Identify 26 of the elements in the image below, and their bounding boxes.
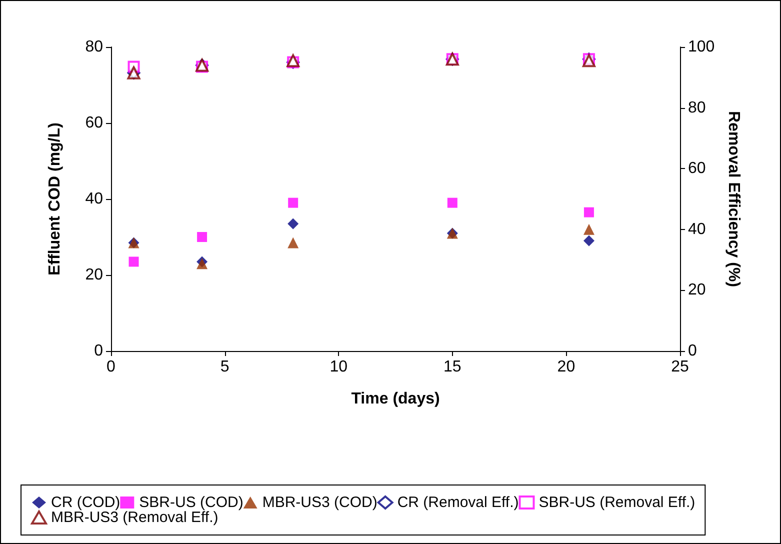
y-axis-title: Effluent COD (mg/L) — [46, 122, 64, 276]
x-tick-label: 0 — [106, 358, 116, 376]
y2-tick-label: 0 — [688, 342, 697, 360]
y2-axis-title: Removal Efficiency (%) — [725, 110, 742, 288]
legend-label: CR (Removal Eff.) — [397, 494, 519, 511]
y-tick-label: 80 — [85, 38, 104, 56]
x-axis-title: Time (days) — [351, 390, 440, 408]
legend-label: CR (COD) — [51, 494, 120, 511]
y2-tick-label: 40 — [688, 220, 706, 238]
x-tick-label: 20 — [557, 358, 576, 376]
legend-label: SBR-US (COD) — [139, 494, 244, 511]
y-tick-label: 20 — [85, 266, 104, 284]
y-tick-label: 0 — [94, 342, 104, 360]
legend-label: MBR-US3 (Removal Eff.) — [51, 509, 218, 526]
x-tick-label: 15 — [444, 358, 462, 376]
y-tick-label: 60 — [85, 114, 104, 132]
y2-tick-label: 100 — [688, 38, 715, 56]
y2-tick-label: 60 — [688, 160, 706, 178]
y-tick-label: 40 — [85, 190, 104, 208]
y2-tick-label: 20 — [688, 282, 706, 299]
legend-label: SBR-US (Removal Eff.) — [538, 494, 696, 511]
x-tick-label: 25 — [671, 358, 689, 376]
legend-label: MBR-US3 (COD) — [262, 494, 378, 511]
y2-tick-label: 80 — [688, 99, 706, 116]
x-tick-label: 10 — [330, 358, 348, 376]
x-tick-label: 5 — [220, 358, 230, 376]
